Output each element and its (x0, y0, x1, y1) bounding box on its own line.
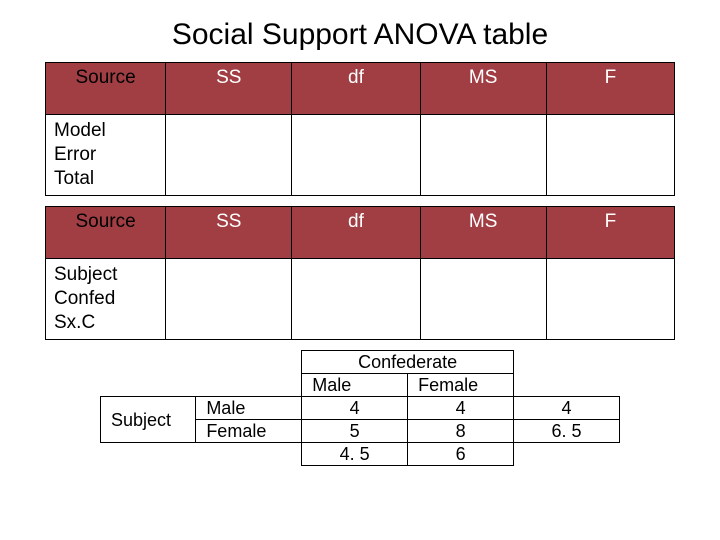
anova1-row-labels: Model Error Total (46, 115, 166, 196)
anova2-ss-cell (166, 259, 292, 340)
subj-male-label: Male (196, 397, 302, 420)
anova1-ss-cell (166, 115, 292, 196)
anova-table-1: Source SS df MS F Model Error Total (45, 62, 675, 196)
cell-colmean-female: 6 (408, 443, 514, 466)
col-header-f: F (546, 207, 674, 259)
cell-female-male: 5 (302, 420, 408, 443)
col-header-ms: MS (420, 207, 546, 259)
cell-male-total: 4 (514, 397, 620, 420)
cell-female-female: 8 (408, 420, 514, 443)
col-header-ss: SS (166, 207, 292, 259)
anova1-ms-cell (420, 115, 546, 196)
anova1-f-cell (546, 115, 674, 196)
right-blank (514, 351, 620, 397)
anova1-df-cell (292, 115, 420, 196)
col-header-df: df (292, 207, 420, 259)
bottom-right-blank (514, 443, 620, 466)
anova2-row-labels: Subject Confed Sx.C (46, 259, 166, 340)
anova2-df-cell (292, 259, 420, 340)
cell-colmean-male: 4. 5 (302, 443, 408, 466)
anova2-ms-cell (420, 259, 546, 340)
col-header-f: F (546, 63, 674, 115)
corner-blank (101, 351, 302, 397)
confederate-header: Confederate (302, 351, 514, 374)
conf-male-header: Male (302, 374, 408, 397)
bottom-left-blank (101, 443, 302, 466)
subject-header: Subject (101, 397, 196, 443)
anova2-f-cell (546, 259, 674, 340)
conf-female-header: Female (408, 374, 514, 397)
cell-male-female: 4 (408, 397, 514, 420)
anova-table-2: Source SS df MS F Subject Confed Sx.C (45, 206, 675, 340)
col-header-ss: SS (166, 63, 292, 115)
col-header-df: df (292, 63, 420, 115)
page-title: Social Support ANOVA table (0, 0, 720, 62)
subj-female-label: Female (196, 420, 302, 443)
cell-male-male: 4 (302, 397, 408, 420)
means-table: Confederate Male Female Subject Male 4 4… (100, 350, 620, 466)
col-header-source: Source (46, 207, 166, 259)
col-header-source: Source (46, 63, 166, 115)
col-header-ms: MS (420, 63, 546, 115)
cell-female-total: 6. 5 (514, 420, 620, 443)
